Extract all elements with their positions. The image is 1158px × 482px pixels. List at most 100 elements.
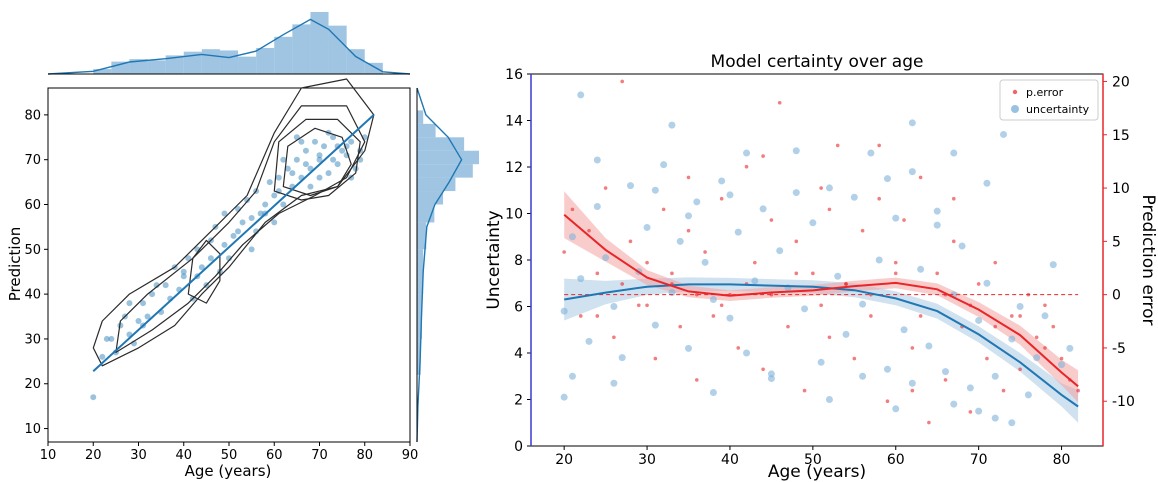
- uncertainty-point: [801, 305, 809, 313]
- legend-box: [999, 79, 1099, 121]
- y-axis-ticks: 0 2 4 6 8 10 12 14 16: [505, 67, 531, 455]
- uncertainty-point: [1033, 354, 1041, 362]
- uncertainty-point: [983, 279, 991, 287]
- joint-point: [117, 322, 124, 329]
- uncertainty-point: [1066, 344, 1074, 352]
- uncertainty-point: [933, 207, 941, 215]
- uncertainty-point: [917, 265, 925, 273]
- prediction-error-point: [686, 228, 691, 233]
- uncertainty-point: [817, 358, 825, 366]
- left-x-axis-label: Age (years): [185, 462, 272, 480]
- uncertainty-point: [975, 407, 983, 415]
- uncertainty-point: [610, 379, 618, 387]
- prediction-error-point: [811, 271, 815, 276]
- prediction-error-point: [910, 388, 915, 393]
- uncertainty-point: [693, 198, 701, 206]
- prediction-error-point: [595, 271, 600, 276]
- prediction-error-point: [885, 399, 890, 404]
- uncertainty-point: [792, 147, 800, 155]
- uncertainty-point: [1024, 391, 1032, 399]
- joint-point: [153, 282, 160, 289]
- prediction-error-point: [620, 79, 624, 84]
- marginal-x-bar: [256, 47, 275, 74]
- marginal-x-bar: [201, 49, 220, 74]
- uncertainty-point: [759, 205, 767, 213]
- left-plot-frame: [47, 87, 411, 443]
- x-tick-label: 30: [130, 448, 147, 463]
- prediction-error-point: [753, 260, 757, 265]
- joint-point: [311, 138, 318, 145]
- x-tick-label: 40: [721, 452, 739, 468]
- prediction-error-point: [612, 335, 616, 340]
- prediction-error-point: [777, 100, 782, 105]
- prediction-error-point: [918, 175, 923, 180]
- prediction-error-point: [769, 292, 774, 297]
- prediction-error-point: [1043, 346, 1047, 350]
- uncertainty-point: [560, 393, 568, 401]
- kde-contour-line: [273, 118, 361, 201]
- joint-point: [162, 282, 169, 289]
- prediction-error-point: [645, 260, 649, 265]
- uncertainty-point: [743, 349, 751, 357]
- uncertainty-point: [602, 254, 610, 262]
- prediction-error-point: [761, 154, 765, 158]
- uncertainty-point: [685, 212, 693, 220]
- prediction-error-point: [578, 314, 583, 318]
- prediction-error-point: [595, 314, 600, 318]
- joint-point: [248, 214, 255, 221]
- prediction-error-point: [628, 239, 633, 244]
- error-trend-line: [563, 213, 1079, 388]
- confidence-bands: [564, 191, 1079, 423]
- joint-point: [262, 201, 269, 208]
- uncertainty-point: [908, 119, 916, 127]
- prediction-error-point: [636, 303, 641, 308]
- prediction-error-point: [1018, 367, 1022, 372]
- joint-point: [266, 179, 273, 186]
- prediction-error-point: [877, 143, 881, 148]
- uncertainty-point: [908, 379, 916, 387]
- uncertainty-point: [743, 149, 751, 157]
- prediction-error-point: [794, 239, 799, 244]
- uncertainty-point: [701, 258, 709, 266]
- prediction-error-point: [761, 367, 765, 372]
- uncertainty-point: [883, 175, 891, 183]
- x-tick-label: 50: [804, 452, 822, 468]
- uncertainty-point: [867, 149, 875, 157]
- prediction-error-point: [985, 356, 989, 361]
- uncertainty-point: [560, 307, 568, 315]
- prediction-error-point: [893, 271, 898, 276]
- x-tick-label: 90: [402, 448, 419, 463]
- prediction-error-point: [935, 271, 940, 276]
- joint-point: [293, 156, 300, 163]
- y-tick-label: 70: [24, 153, 41, 168]
- prediction-error-point: [686, 175, 691, 180]
- uncertainty-point: [825, 184, 833, 192]
- joint-point: [248, 246, 255, 253]
- prediction-error-point: [678, 324, 683, 329]
- y-tick-label: 10: [24, 422, 41, 437]
- marginal-y-bar: [417, 123, 436, 138]
- joint-point: [334, 161, 341, 168]
- prediction-error-point: [603, 186, 608, 190]
- joint-scatter-points: [90, 129, 368, 401]
- legend-marker-uncertainty: [1011, 105, 1019, 113]
- joint-point: [103, 335, 110, 342]
- prediction-error-point: [653, 356, 658, 361]
- uncertainty-point: [618, 354, 626, 362]
- uncertainty-point: [577, 91, 585, 99]
- uncertainty-point: [892, 214, 900, 222]
- joint-point: [221, 210, 228, 217]
- prediction-error-point: [1076, 388, 1080, 393]
- joint-point: [307, 183, 314, 190]
- uncertainty-point: [875, 256, 883, 264]
- prediction-error-point: [976, 282, 981, 286]
- uncertainty-point: [709, 296, 717, 304]
- y-tick-label: 16: [505, 67, 523, 83]
- joint-point: [126, 300, 133, 307]
- joint-point: [99, 353, 106, 360]
- uncertainty-point: [859, 300, 867, 308]
- prediction-error-point: [703, 250, 707, 254]
- x-tick-label: 60: [266, 448, 283, 463]
- prediction-error-point: [943, 378, 948, 382]
- y-tick-label: 20: [24, 377, 41, 392]
